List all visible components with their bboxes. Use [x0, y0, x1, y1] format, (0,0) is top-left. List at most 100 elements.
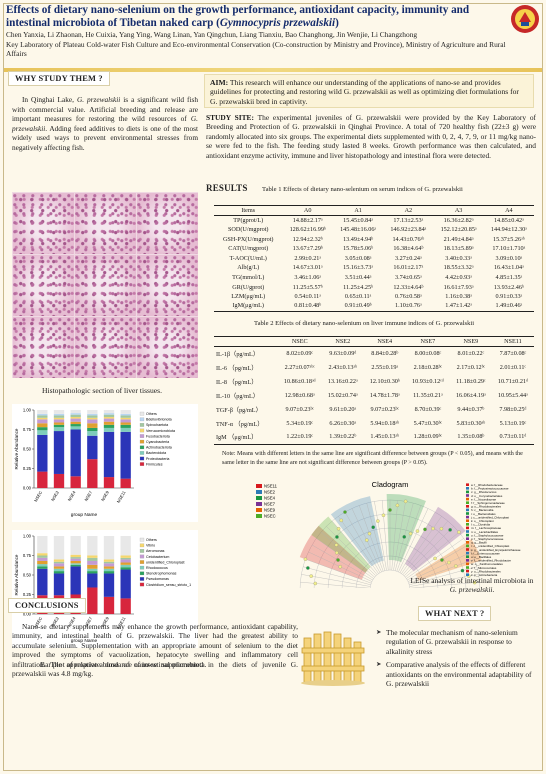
table2-header-row: NSEC NSE2 NSE4 NSE7 NSE9 NSE11 [214, 336, 534, 347]
cladogram-branch [407, 544, 469, 581]
table-cell: GR(U/gprot) [232, 283, 265, 291]
legend-swatch [139, 577, 145, 581]
legend-label: Proteobacteria [146, 457, 169, 461]
table-cell: 11.25±5.57ᵇ [292, 283, 323, 291]
cladogram-branch [320, 532, 375, 578]
table-cell: 11.25±4.25ᵇ [343, 283, 374, 291]
lefse-feature-swatch [466, 537, 469, 540]
lefse-feature-label: m: f__Lachnospiraceae [471, 526, 501, 530]
lefse-feature-label: l: c__Clostridia [471, 523, 490, 527]
lefse-feature-swatch [466, 523, 469, 526]
y-tick-label: 0.75 [23, 427, 32, 432]
lefse-feature-label: u: o__Bacillales [471, 555, 492, 559]
table-cell: 10.71±0.21ᵈ [497, 377, 528, 385]
table-cell: 9.61±0.20ᵃ [329, 405, 357, 413]
table-cell: 152.12±20.85ᵃ [440, 225, 477, 233]
bar-segment [120, 569, 131, 599]
legend-swatch [139, 451, 145, 455]
table-cell: 16.01±2.17ᵃ [393, 264, 424, 272]
lefse-feature-label: s: g__unidentified_Erysipelotrichaceae [471, 548, 521, 552]
lefse-group-label: NSE7 [264, 502, 276, 507]
table1-header-cell: A0 [303, 206, 312, 214]
bar-segment [70, 566, 81, 595]
bar-segment [87, 427, 98, 432]
lefse-feature-label: v: f__unidentified_Rhodobacter [471, 559, 511, 563]
bar-segment [103, 413, 115, 415]
y-tick-label: 0.25 [23, 466, 32, 471]
cladogram-node [371, 525, 375, 529]
y-tick-label: 0.50 [23, 447, 32, 452]
bar-segment [70, 414, 81, 418]
table-cell: 0.76±0.58ᵃ [394, 293, 422, 301]
bar-segment [87, 410, 98, 414]
legend-swatch [139, 439, 145, 444]
bar-segment [70, 557, 81, 559]
conclusions-text: Nano-se dietary supplements may enhance … [12, 622, 298, 678]
histology-panel [137, 317, 198, 378]
poster-header: Effects of dietary nano-selenium on the … [6, 4, 506, 58]
table-cell: 17.13±2.53ᵃ [393, 216, 424, 224]
lefse-caption: LEfSe analysis of intestinal microbiota … [410, 576, 534, 594]
table1-title: Table 1 Effects of dietary nano-selenium… [262, 186, 463, 193]
legend-label: Aeromonas [146, 549, 165, 553]
bar-segment [120, 567, 131, 570]
bar-segment [120, 413, 131, 416]
table-cell: 10.93±0.12ᶜᵈ [412, 377, 444, 385]
bar-segment [87, 459, 98, 488]
legend-label: Pseudomonas [146, 577, 169, 581]
bar-segment [70, 418, 81, 422]
table-cell: 15.37±5.26ᵃᵇ [492, 235, 525, 243]
table2-header-cell: NSE9 [463, 337, 479, 345]
legend-label: Rhodococcus [146, 566, 168, 570]
table-cell: IL-1β（pg/mL） [216, 350, 260, 358]
bar-segment [103, 417, 115, 419]
table-cell: 9.63±0.09ᵈ [329, 349, 357, 357]
phylum-abundance-chart: 0.00 0.25 0.50 0.75 1.00 Relative Abundance NS… [12, 404, 198, 522]
histology-panel [13, 255, 74, 316]
x-tick-label: NSE2 [50, 615, 60, 628]
legend-label: Fusobacteriota [146, 434, 170, 438]
cladogram-branch [408, 551, 472, 582]
table1-header-cell: Items [241, 206, 256, 214]
x-tick-label: NSEC [33, 616, 43, 629]
table-cell: 8.01±0.22ᶜ [457, 349, 485, 357]
whatnext-item: The molecular mechanism of nano-selenium… [376, 628, 536, 656]
legend-swatch [139, 565, 145, 570]
x-tick-label: NSE4 [67, 489, 77, 502]
cladogram-branch [326, 526, 376, 576]
fence-illustration [301, 631, 365, 686]
table-cell: IL-6 （pg/mL） [216, 364, 258, 372]
table-cell: 13.49±4.94ᵇ [343, 235, 374, 243]
legend-swatch [139, 434, 145, 438]
table-cell: 7.87±0.08ᶜ [499, 349, 527, 357]
table-cell: 5.83±0.30ᵃᵇ [456, 419, 486, 427]
results-heading: RESULTS [206, 183, 248, 193]
legend-swatch [139, 571, 145, 576]
lefse-group-swatch [256, 484, 262, 488]
lefse-feature-swatch [466, 544, 469, 548]
lefse-feature-label: j: c__unidentified_Chloroplast [470, 515, 509, 519]
table-cell: 5.13±0.19ᶜ [499, 419, 527, 427]
serum-indices-table: Items A0 A1 A2 A3 A4 TP(gprot/L) 14.88±2.17ᵃ 15… [214, 205, 534, 312]
legend-label: Spirochaetota [146, 423, 168, 427]
lefse-group-swatch [256, 508, 262, 512]
table-cell: SOD(U/mgprot) [227, 225, 269, 233]
table-cell: 14.43±0.76ᵃᵇ [392, 235, 425, 243]
histology-panel [75, 255, 136, 316]
x-tick-label: NSE9 [100, 615, 110, 628]
legend-label: Firmicutes [146, 462, 163, 466]
bar-segment [53, 424, 65, 428]
cladogram-node [454, 564, 458, 568]
table-cell: 3.05±0.08ᵃ [344, 254, 372, 262]
histology-caption: Histopathologic section of liver tissues… [42, 386, 163, 395]
lefse-feature-swatch [466, 566, 469, 569]
cladogram-branch [408, 559, 475, 584]
why-text-c: . Adding feed additives to diets is one … [12, 123, 198, 152]
table2-header-cell: NSE7 [420, 337, 436, 345]
table-row: TG(mmol/L) 3.46±1.06ᵃ 3.51±0.44ᵃ 3.74±0.65ᵃ… [214, 273, 534, 283]
bar-segment [87, 415, 98, 418]
bar-segment [37, 434, 48, 472]
table-row: CAT(U/mgprot) 13.67±7.29ᵇ 15.78±5.06ᵇ 16.38… [214, 244, 534, 254]
bar-segment [87, 419, 98, 424]
cladogram-node [402, 535, 406, 539]
